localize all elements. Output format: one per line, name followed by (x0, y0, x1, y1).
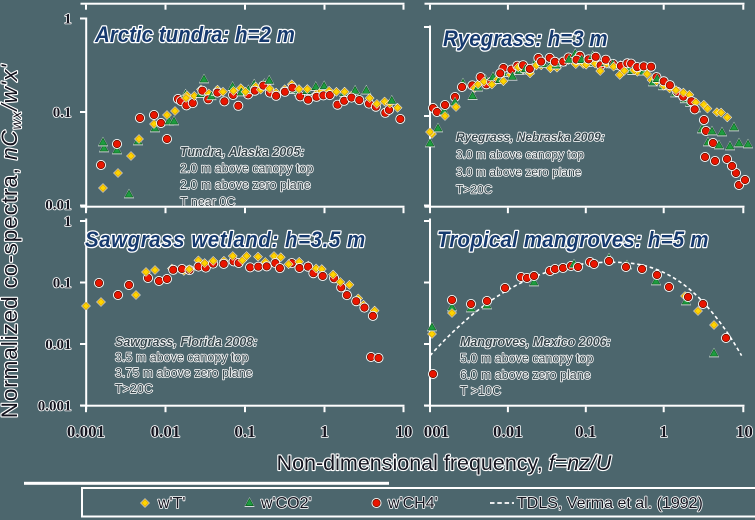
svg-text:Ryegrass: h=3 m: Ryegrass: h=3 m (443, 27, 608, 51)
svg-text:0.01: 0.01 (493, 422, 523, 441)
svg-text:Sawgrass, Florida 2008:: Sawgrass, Florida 2008: (115, 335, 257, 349)
svg-text:1: 1 (64, 12, 72, 28)
svg-text:Tundra, Alaska 2005:: Tundra, Alaska 2005: (180, 145, 304, 159)
svg-text:1: 1 (64, 214, 72, 230)
svg-text:0.1: 0.1 (53, 276, 72, 292)
svg-text:Sawgrass wetland: h=3.5 m: Sawgrass wetland: h=3.5 m (85, 228, 366, 252)
svg-text:Mangroves, Mexico 2006:: Mangroves, Mexico 2006: (460, 335, 611, 349)
svg-text:6.0 m above zero plane: 6.0 m above zero plane (460, 368, 591, 382)
svg-text:0.1: 0.1 (575, 422, 596, 441)
svg-text:0.01: 0.01 (45, 337, 71, 353)
svg-text:3.75 m above zero plane: 3.75 m above zero plane (115, 366, 253, 380)
svg-text:001: 001 (424, 422, 450, 441)
svg-text:0.001: 0.001 (67, 422, 105, 441)
svg-text:Arctic tundra: h=2 m: Arctic tundra: h=2 m (94, 23, 295, 47)
svg-text:1: 1 (320, 422, 329, 441)
svg-text:0.1: 0.1 (53, 105, 72, 121)
svg-text:Ryegrass, Nebraska 2009:: Ryegrass, Nebraska 2009: (456, 130, 605, 144)
svg-text:Tropical mangroves: h=5 m: Tropical mangroves: h=5 m (437, 228, 709, 252)
svg-text:0.1: 0.1 (234, 422, 255, 441)
svg-text:TDLS, Verma et al. (1992): TDLS, Verma et al. (1992) (517, 495, 703, 512)
svg-text:T>20C: T>20C (456, 183, 493, 197)
svg-text:0.001: 0.001 (38, 399, 72, 415)
svg-text:w'T': w'T' (157, 495, 185, 512)
svg-text:Non-dimensional frequency, f=n: Non-dimensional frequency, f=nz/U (277, 451, 612, 475)
svg-text:w'CO2': w'CO2' (260, 495, 312, 512)
svg-text:1: 1 (659, 422, 668, 441)
svg-text:0.01: 0.01 (45, 198, 71, 214)
svg-text:0.01: 0.01 (151, 422, 181, 441)
svg-text:2.0 m above zero plane: 2.0 m above zero plane (180, 178, 311, 192)
svg-text:w'CH4': w'CH4' (387, 495, 438, 512)
svg-text:3.0 m above zero plane: 3.0 m above zero plane (456, 165, 582, 179)
svg-text:10: 10 (736, 422, 753, 441)
svg-text:T >10C: T >10C (460, 384, 501, 398)
svg-text:5.0 m above canopy top: 5.0 m above canopy top (460, 351, 593, 365)
svg-text:T>20C: T>20C (115, 382, 153, 396)
svg-text:2.0 m above canopy top: 2.0 m above canopy top (180, 162, 313, 176)
svg-text:3.0 m above canopy top: 3.0 m above canopy top (456, 148, 584, 162)
svg-text:10: 10 (396, 422, 413, 441)
svg-text:T near 0C: T near 0C (180, 195, 235, 209)
svg-text:3.5 m above canopy top: 3.5 m above canopy top (115, 351, 248, 365)
